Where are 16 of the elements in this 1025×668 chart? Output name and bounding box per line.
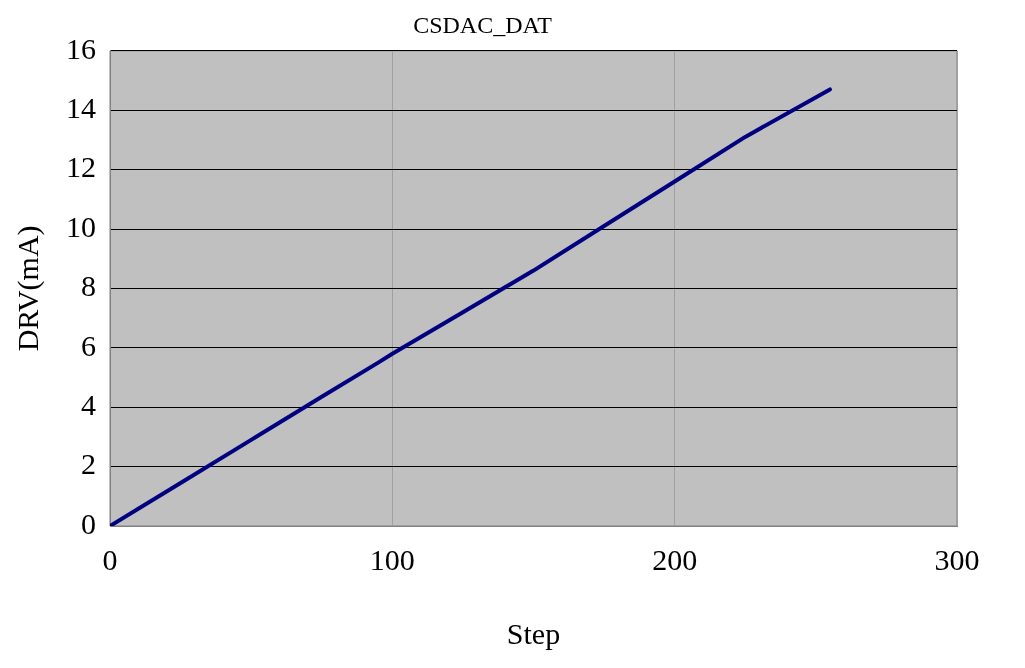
x-tick-label: 100 — [369, 542, 415, 576]
y-tick-label: 6 — [81, 328, 96, 362]
y-tick-label: 4 — [81, 388, 96, 422]
y-tick-label: 8 — [81, 269, 96, 303]
y-axis-title: DRV(mA) — [10, 225, 45, 352]
x-tick-label: 300 — [934, 542, 980, 576]
y-tick-label: 16 — [66, 31, 96, 65]
y-tick-label: 12 — [66, 150, 96, 184]
y-tick-label: 14 — [66, 91, 96, 125]
chart-title: CSDAC_DAT — [413, 11, 553, 38]
y-tick-label: 10 — [66, 209, 96, 243]
x-tick-label: 200 — [652, 542, 698, 576]
y-tick-label: 0 — [81, 506, 96, 540]
x-tick-label: 0 — [102, 542, 118, 576]
x-axis-title: Step — [506, 616, 561, 650]
y-tick-label: 2 — [81, 447, 96, 481]
